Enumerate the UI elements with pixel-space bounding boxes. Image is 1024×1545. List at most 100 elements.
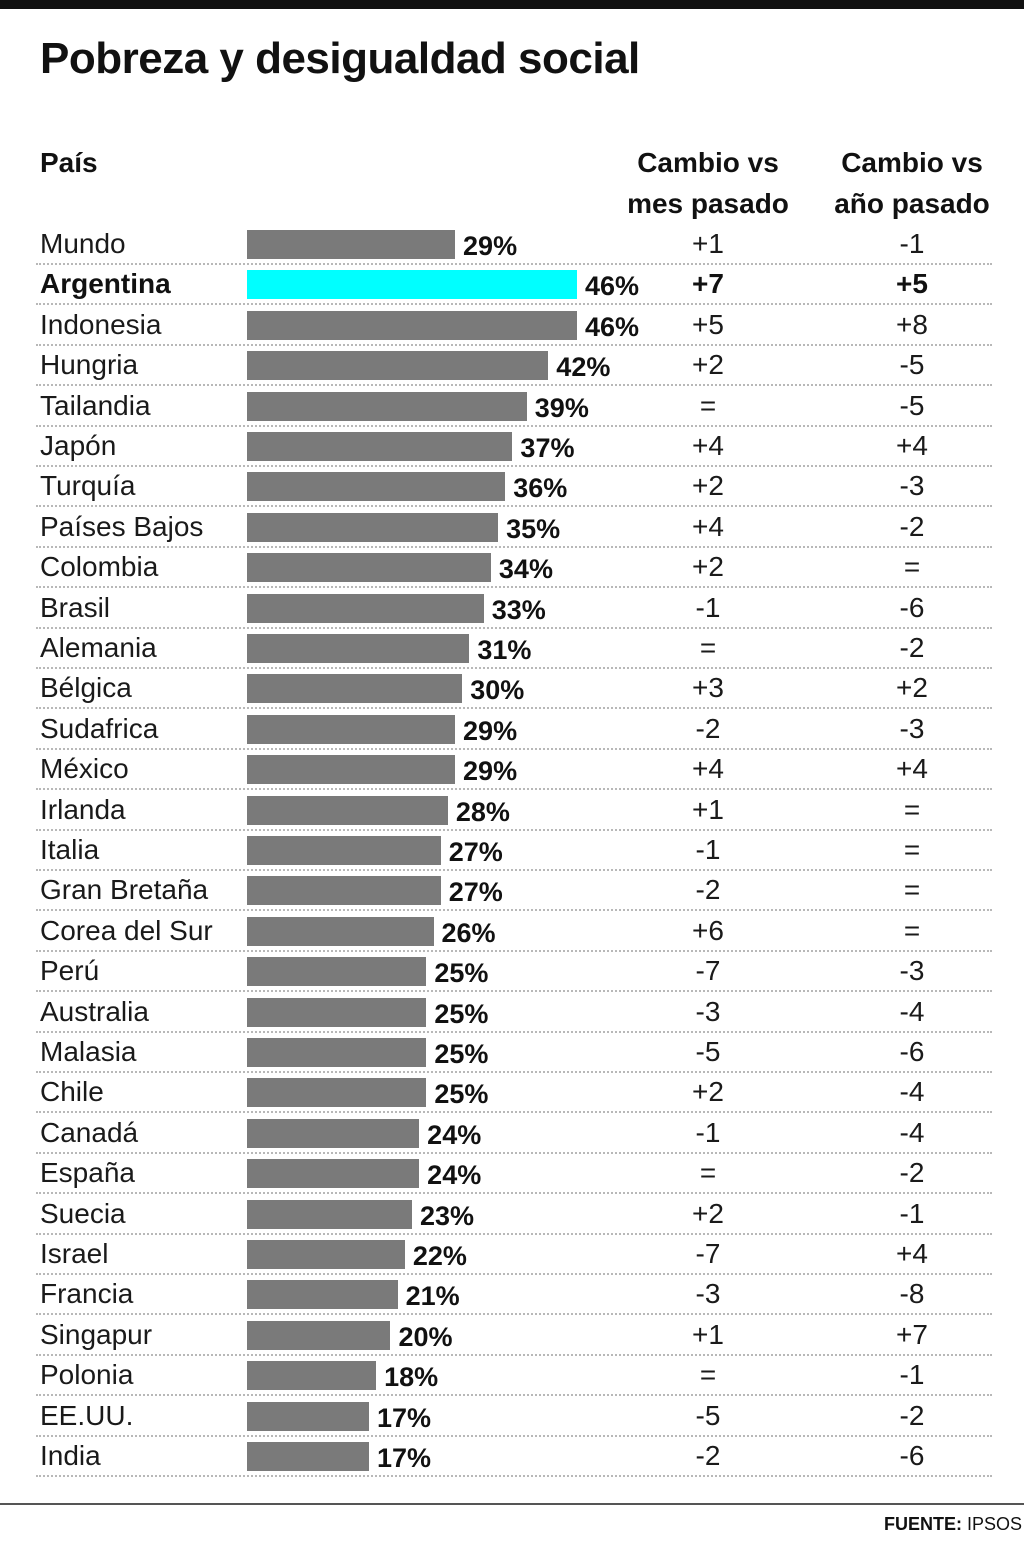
cambio-anio-value: -4 xyxy=(899,1076,925,1108)
bar-value-label: 25% xyxy=(434,998,489,1029)
cambio-mes-value: -2 xyxy=(695,712,721,744)
row-separator xyxy=(36,505,992,508)
column-header-cambio-anio-line2: año pasado xyxy=(834,188,990,219)
cambio-mes-value: = xyxy=(699,632,717,663)
table-row: EE.UU. 17% -5 -2 xyxy=(0,1396,1024,1437)
cambio-mes-value: -1 xyxy=(695,834,721,865)
country-label: Hungria xyxy=(40,349,139,381)
country-label: Japón xyxy=(40,430,117,461)
country-label: Indonesia xyxy=(40,308,162,340)
bar-value-label: 26% xyxy=(441,917,496,948)
table-row: Corea del Sur 26% +6 = xyxy=(0,911,1024,952)
cambio-mes-value: +2 xyxy=(692,551,724,583)
table-row: México 29% +4 +4 xyxy=(0,749,1024,791)
table-row: Tailandia 39% = -5 xyxy=(0,386,1024,427)
bar xyxy=(247,391,527,421)
country-label: Perú xyxy=(40,955,100,987)
cambio-mes-value: +1 xyxy=(692,228,724,259)
bar xyxy=(247,512,499,542)
cambio-mes-value: +2 xyxy=(692,470,724,502)
country-label: Canadá xyxy=(40,1116,139,1148)
row-separator xyxy=(36,828,992,831)
bar-value-label: 34% xyxy=(498,554,553,585)
bar xyxy=(247,836,441,865)
bar-value-label: 20% xyxy=(398,1321,453,1352)
bar xyxy=(247,1361,377,1391)
country-label: México xyxy=(40,753,129,785)
bar xyxy=(247,674,463,704)
country-label: India xyxy=(40,1440,101,1471)
bar-value-label: 27% xyxy=(448,877,503,908)
country-label: Sudafrica xyxy=(40,712,159,744)
table-row: Alemania 31% = -2 xyxy=(0,628,1024,669)
cambio-anio-value: -4 xyxy=(899,1116,925,1148)
row-separator xyxy=(36,1353,992,1356)
country-label: Singapur xyxy=(40,1318,153,1350)
cambio-anio-value: -2 xyxy=(899,632,925,663)
cambio-anio-value: = xyxy=(903,834,921,865)
cambio-anio-value: = xyxy=(903,793,921,825)
cambio-anio-value: +2 xyxy=(896,672,928,704)
cambio-anio-value: -2 xyxy=(899,510,925,542)
cambio-mes-value: -1 xyxy=(695,1116,721,1148)
cambio-mes-value: +1 xyxy=(692,793,724,825)
bar xyxy=(247,593,484,623)
country-label: Irlanda xyxy=(40,793,126,825)
bar-value-label: 46% xyxy=(585,311,640,342)
cambio-mes-value: -2 xyxy=(695,874,721,906)
bar xyxy=(247,714,456,744)
column-header-cambio-anio-line1: Cambio vs xyxy=(841,147,983,178)
source-value: IPSOS xyxy=(966,1514,1022,1534)
row-separator xyxy=(36,949,992,952)
cambio-anio-value: -2 xyxy=(899,1157,925,1189)
bar xyxy=(247,997,427,1027)
cambio-anio-value: -3 xyxy=(899,470,925,502)
cambio-anio-value: = xyxy=(903,914,921,946)
bar xyxy=(247,1078,427,1108)
cambio-mes-value: +4 xyxy=(692,430,724,461)
row-separator xyxy=(36,1273,992,1275)
top-rule xyxy=(0,0,1024,9)
bar-value-label: 17% xyxy=(376,1443,431,1473)
bar-value-label: 35% xyxy=(506,513,561,544)
table-row: Polonia 18% = -1 xyxy=(0,1355,1024,1397)
row-separator xyxy=(36,1071,992,1073)
row-separator xyxy=(36,1111,992,1114)
cambio-mes-value: -1 xyxy=(695,591,721,623)
bar xyxy=(247,1320,391,1350)
cambio-anio-value: -6 xyxy=(899,591,925,623)
row-separator xyxy=(36,1232,992,1235)
table-row: Irlanda 28% +1 = xyxy=(0,790,1024,831)
table-row: Turquía 36% +2 -3 xyxy=(0,466,1024,508)
table-row: Bélgica 30% +3 +2 xyxy=(0,668,1024,710)
country-label: Malasia xyxy=(40,1036,137,1067)
row-separator xyxy=(36,424,992,427)
table-row: Japón 37% +4 +4 xyxy=(0,426,1024,467)
country-label: Francia xyxy=(40,1278,134,1310)
bar xyxy=(247,230,456,259)
table-row: Argentina 46% +7 +5 xyxy=(0,264,1024,306)
row-separator xyxy=(36,1151,992,1154)
bar-value-label: 25% xyxy=(434,1079,489,1110)
country-label: Colombia xyxy=(40,551,159,583)
bar-value-label: 24% xyxy=(427,1119,482,1150)
cambio-anio-value: -5 xyxy=(899,389,925,421)
table-row: Suecia 23% +2 -1 xyxy=(0,1194,1024,1235)
table-row: India 17% -2 -6 xyxy=(0,1436,1024,1477)
cambio-anio-value: = xyxy=(903,874,921,906)
cambio-mes-value: +2 xyxy=(692,1197,724,1229)
cambio-mes-value: +6 xyxy=(692,914,724,946)
cambio-anio-value: -4 xyxy=(899,995,925,1027)
cambio-anio-value: -6 xyxy=(899,1440,925,1471)
column-header-cambio-mes-line1: Cambio vs xyxy=(637,147,779,178)
bar xyxy=(247,472,506,502)
table-row: Israel 22% -7 +4 xyxy=(0,1234,1024,1275)
bar-value-label: 28% xyxy=(455,796,510,827)
cambio-anio-value: -2 xyxy=(899,1399,925,1431)
bar xyxy=(247,1159,420,1189)
cambio-anio-value: +4 xyxy=(896,430,928,461)
row-separator xyxy=(36,990,992,993)
cambio-mes-value: = xyxy=(699,1157,717,1189)
country-label: Tailandia xyxy=(40,389,151,421)
cambio-anio-value: +4 xyxy=(896,1238,928,1269)
